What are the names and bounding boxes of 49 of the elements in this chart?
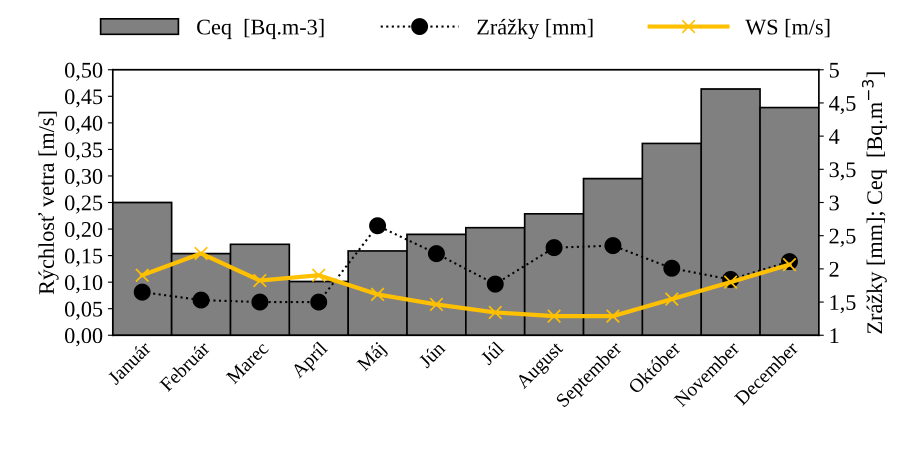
- point: [428, 245, 445, 262]
- point: [369, 217, 386, 234]
- point: [782, 258, 797, 272]
- y2-tick-label: 1: [830, 328, 838, 343]
- point: [547, 309, 562, 324]
- y2-tick-label: 4,5: [829, 96, 856, 114]
- point: [312, 268, 326, 282]
- x-tick-label: Jún: [418, 340, 446, 369]
- x-tick-label: Júl: [479, 340, 505, 366]
- point: [251, 294, 268, 311]
- y2-tick-label: 2: [830, 262, 838, 277]
- y2-tick-label: 2,5: [830, 228, 856, 247]
- point: [663, 260, 680, 277]
- point: [192, 292, 210, 309]
- y-tick-label: 0,15: [65, 248, 102, 267]
- y2-axis-title: Zrážky [mm]; Ceq [Bq.m$^{−3}$]: [862, 72, 887, 334]
- point: [429, 297, 444, 312]
- point: [604, 237, 622, 254]
- point: [370, 287, 385, 302]
- y2-tick-label: 3: [830, 195, 839, 210]
- point: [252, 273, 267, 288]
- x-tick-label: Máj: [356, 341, 389, 374]
- y-tick-label: 0,10: [65, 275, 102, 294]
- point: [135, 268, 150, 282]
- point: [134, 284, 151, 301]
- point: [724, 275, 738, 290]
- y2-tick-label: 1,5: [830, 295, 856, 314]
- y-tick-label: 0,50: [65, 62, 102, 81]
- legend-label: Zrážky [mm]: [477, 18, 592, 40]
- point: [194, 246, 208, 261]
- y-axis-title: Rýchlosť vetra [m/s]: [38, 112, 59, 294]
- legend-label: Ceq [Bq.m-3]: [197, 18, 324, 40]
- y-tick-label: 0,45: [65, 89, 102, 108]
- point: [664, 292, 679, 306]
- point: [488, 305, 502, 320]
- legend-label: WS [m/s]: [745, 18, 830, 38]
- point: [606, 309, 620, 324]
- y2-tick-label: 4: [829, 129, 840, 144]
- y-tick-label: 0,35: [65, 142, 102, 161]
- y2-tick-label: 3,5: [830, 162, 856, 180]
- point: [486, 276, 504, 293]
- y-tick-label: 0,20: [65, 222, 102, 240]
- y-tick-label: 0,30: [65, 168, 102, 188]
- y-tick-label: 0,40: [65, 116, 102, 134]
- y-tick-label: 0,05: [65, 302, 102, 320]
- y-tick-label: 0,00: [65, 328, 102, 346]
- y2-tick-label: 5: [830, 62, 839, 78]
- y-tick-label: 0,25: [65, 195, 102, 214]
- point: [546, 239, 563, 256]
